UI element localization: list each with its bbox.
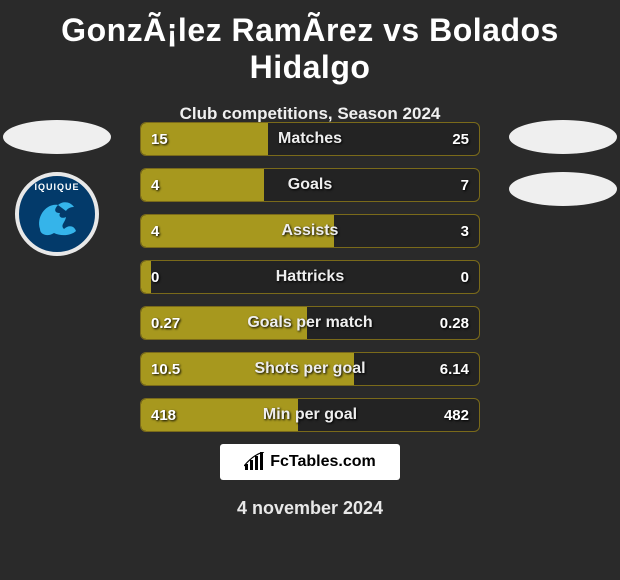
stat-right-value: 482 xyxy=(444,399,469,431)
stat-right-value: 7 xyxy=(461,169,469,201)
fctables-logo-text: FcTables.com xyxy=(270,453,376,471)
stat-label: Goals per match xyxy=(141,307,479,339)
stat-right-value: 6.14 xyxy=(440,353,469,385)
page-date: 4 november 2024 xyxy=(0,498,620,519)
player-right-photo xyxy=(509,120,617,154)
player-right-column xyxy=(508,120,618,206)
stat-row-goals-per-match: 0.27 Goals per match 0.28 xyxy=(140,306,480,340)
stat-right-value: 25 xyxy=(452,123,469,155)
stat-row-goals: 4 Goals 7 xyxy=(140,168,480,202)
stat-row-matches: 15 Matches 25 xyxy=(140,122,480,156)
stat-label: Hattricks xyxy=(141,261,479,293)
stat-label: Shots per goal xyxy=(141,353,479,385)
stat-right-value: 0 xyxy=(461,261,469,293)
stat-label: Goals xyxy=(141,169,479,201)
stat-row-hattricks: 0 Hattricks 0 xyxy=(140,260,480,294)
stat-right-value: 3 xyxy=(461,215,469,247)
dragon-icon xyxy=(32,195,82,241)
player-left-photo xyxy=(3,120,111,154)
stat-right-value: 0.28 xyxy=(440,307,469,339)
stat-row-min-per-goal: 418 Min per goal 482 xyxy=(140,398,480,432)
club-badge-right xyxy=(509,172,617,206)
stats-bars: 15 Matches 25 4 Goals 7 4 Assists 3 0 Ha… xyxy=(140,122,480,444)
stat-label: Min per goal xyxy=(141,399,479,431)
club-badge-left-text: IQUIQUE xyxy=(34,182,79,192)
stat-label: Assists xyxy=(141,215,479,247)
player-left-column: IQUIQUE xyxy=(2,120,112,256)
fctables-logo[interactable]: FcTables.com xyxy=(220,444,400,480)
stat-row-assists: 4 Assists 3 xyxy=(140,214,480,248)
club-badge-left: IQUIQUE xyxy=(15,172,99,256)
stat-row-shots-per-goal: 10.5 Shots per goal 6.14 xyxy=(140,352,480,386)
stat-label: Matches xyxy=(141,123,479,155)
bars-chart-icon xyxy=(244,452,266,472)
page-title: GonzÃ¡lez RamÃ­rez vs Bolados Hidalgo xyxy=(0,0,620,86)
